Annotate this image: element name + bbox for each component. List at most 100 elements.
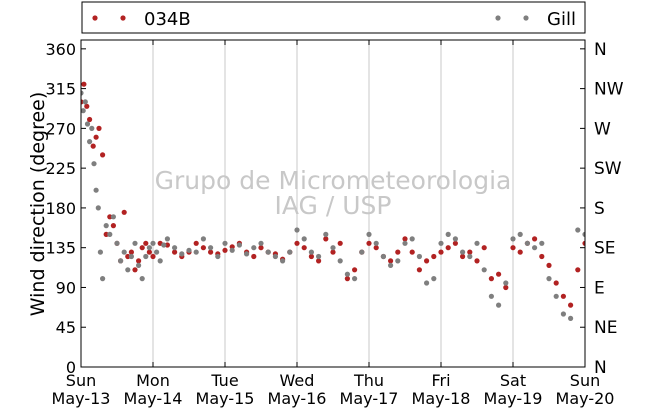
point-gill [416, 253, 422, 260]
point-034b [323, 236, 329, 242]
x-tick-label-date: May-17 [340, 389, 399, 408]
point-gill [215, 253, 221, 260]
point-gill [157, 258, 163, 264]
x-tick-label-date: May-14 [124, 389, 183, 408]
point-034b [496, 271, 502, 277]
point-034b [424, 258, 430, 264]
point-034b [81, 81, 87, 87]
x-tick-label-day: Fri [431, 371, 450, 390]
point-gill [445, 231, 451, 237]
y-tick-label-right: N [594, 40, 607, 60]
point-034b [251, 253, 257, 260]
point-034b [582, 240, 585, 246]
point-034b [416, 267, 422, 273]
point-gill [193, 249, 199, 255]
point-gill [84, 121, 91, 127]
point-gill [503, 280, 509, 286]
point-gill [474, 240, 480, 246]
point-034b [301, 245, 307, 251]
point-gill [128, 253, 134, 260]
x-grid [152, 40, 514, 367]
point-034b [438, 249, 444, 255]
y-tick-label-right: S [594, 199, 605, 219]
x-tick-label-date: May-18 [412, 389, 471, 408]
point-034b [132, 267, 138, 273]
point-034b [488, 276, 494, 282]
point-gill [395, 258, 401, 264]
point-gill [582, 231, 585, 237]
point-034b [90, 143, 96, 149]
point-gill [125, 267, 131, 273]
point-gill [388, 262, 394, 268]
point-gill [568, 315, 574, 321]
point-034b [294, 240, 300, 246]
y-tick-label: 45 [56, 318, 76, 337]
y-tick-label: 135 [45, 239, 76, 258]
point-gill [200, 236, 206, 242]
point-034b [402, 236, 408, 242]
point-gill [460, 249, 466, 255]
legend-marker-034b [92, 15, 98, 21]
point-034b [139, 245, 145, 251]
point-034b [575, 267, 581, 273]
y-tick-label: 225 [45, 159, 76, 178]
point-gill [560, 311, 567, 317]
point-gill [294, 227, 300, 233]
watermark-line-1: Grupo de Micrometeorologia [155, 166, 512, 195]
point-034b [445, 245, 451, 251]
x-axis: SunMay-13MonMay-14TueMay-15WedMay-16ThuM… [52, 40, 614, 408]
point-034b [366, 240, 372, 246]
y-tick-label-right: W [594, 119, 611, 139]
point-gill [179, 251, 185, 257]
point-034b [352, 267, 358, 273]
point-034b [308, 253, 314, 260]
legend-label-gill: Gill [547, 9, 576, 30]
point-gill [161, 242, 167, 248]
point-gill [107, 231, 113, 237]
point-034b [146, 249, 152, 255]
point-034b [103, 231, 109, 237]
point-034b [532, 236, 538, 242]
point-gill [524, 240, 531, 246]
point-gill [81, 90, 84, 96]
point-034b [373, 245, 379, 251]
point-gill [136, 262, 142, 268]
x-tick-label-day: Sun [66, 371, 96, 390]
y-tick-label-right: NW [594, 80, 624, 100]
point-034b [452, 240, 458, 246]
point-034b [93, 134, 99, 140]
point-gill [344, 271, 350, 277]
y-tick-label: 0 [66, 358, 76, 377]
point-gill [229, 247, 235, 253]
y-tick-label-right: NE [594, 318, 617, 338]
point-gill [82, 99, 88, 105]
point-gill [316, 253, 322, 260]
point-034b [100, 152, 106, 158]
point-gill [380, 253, 386, 260]
point-gill [337, 258, 343, 264]
point-gill [452, 236, 458, 242]
point-gill [81, 108, 86, 114]
point-gill [139, 276, 145, 282]
point-gill [132, 240, 138, 246]
point-gill [89, 125, 95, 131]
point-034b [193, 240, 199, 246]
point-034b [467, 249, 473, 255]
point-034b [481, 245, 487, 251]
x-tick-label-day: Sun [570, 371, 600, 390]
y-tick-label-right: E [594, 278, 605, 298]
point-gill [280, 258, 286, 264]
point-gill [352, 276, 358, 282]
point-gill [510, 236, 516, 242]
point-gill [251, 245, 257, 251]
point-gill [222, 240, 228, 246]
x-tick-label-day: Sat [500, 371, 526, 390]
point-gill [146, 245, 152, 251]
point-034b [143, 240, 149, 246]
point-034b [84, 103, 90, 109]
point-034b [539, 253, 545, 260]
point-034b [258, 245, 264, 251]
point-gill [121, 249, 127, 255]
point-gill [272, 253, 278, 260]
y-tick-label: 270 [45, 119, 76, 138]
